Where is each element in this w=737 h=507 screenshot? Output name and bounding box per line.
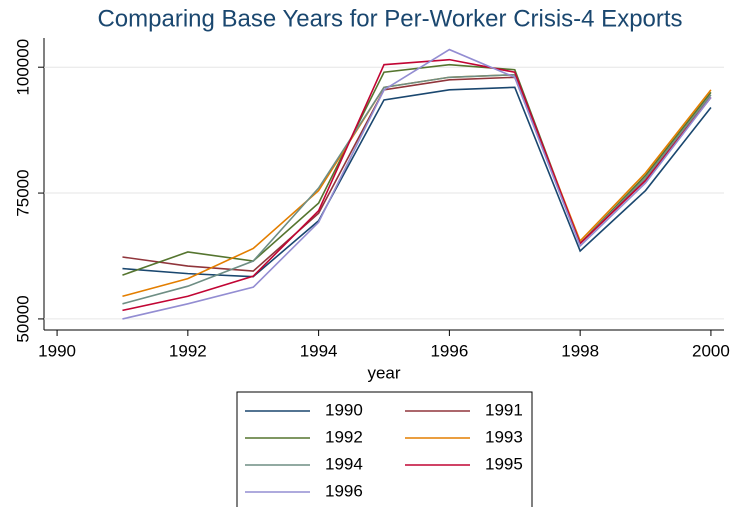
x-tick-label: 1998 (561, 341, 599, 360)
legend-label: 1994 (325, 454, 363, 473)
series-line (122, 63, 712, 276)
x-tick-label: 1994 (300, 341, 338, 360)
legend-label: 1995 (485, 454, 523, 473)
legend-label: 1996 (325, 481, 363, 500)
y-tick-label: 75000 (13, 169, 32, 216)
x-tick-label: 1992 (169, 341, 207, 360)
legend-label: 1990 (325, 400, 363, 419)
y-tick-label: 50000 (13, 295, 32, 342)
legend-label: 1993 (485, 427, 523, 446)
series-line (122, 73, 712, 305)
x-tick-label: 1996 (430, 341, 468, 360)
legend-box (236, 391, 533, 507)
series-line (122, 73, 712, 298)
legend-label: 1992 (325, 427, 363, 446)
x-tick-label: 1990 (38, 341, 76, 360)
x-axis-label: year (367, 363, 400, 382)
series-line (122, 48, 712, 320)
chart-title: Comparing Base Years for Per-Worker Cris… (97, 5, 682, 32)
y-tick-label: 100000 (13, 39, 32, 96)
legend-label: 1991 (485, 400, 523, 419)
series-line (122, 76, 712, 272)
x-tick-label: 2000 (692, 341, 730, 360)
series-line (122, 86, 712, 278)
series-line (122, 58, 712, 312)
